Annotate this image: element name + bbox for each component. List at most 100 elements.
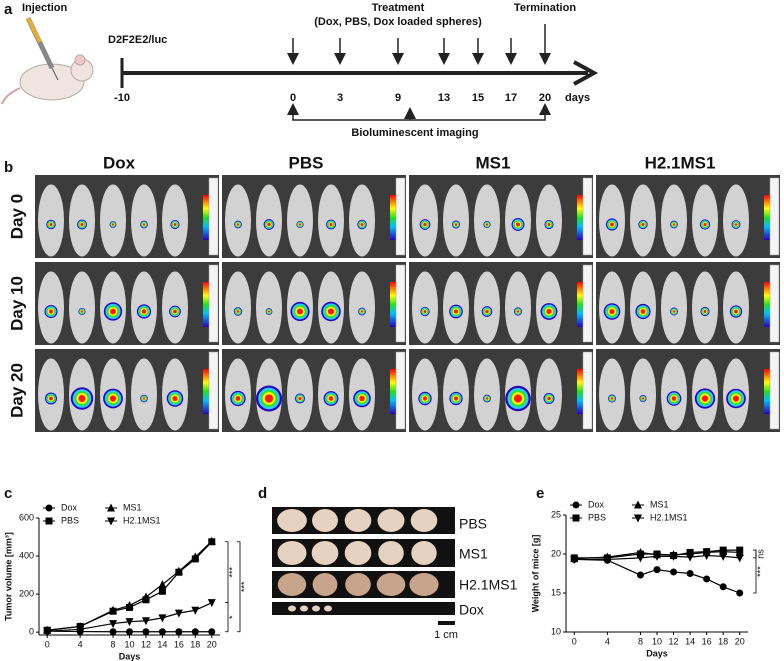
timeline-day: 17 bbox=[505, 92, 517, 104]
image-bg bbox=[222, 175, 406, 258]
days-label: days bbox=[565, 92, 590, 104]
colorbar bbox=[203, 282, 209, 327]
mouse bbox=[287, 184, 313, 257]
marker bbox=[572, 501, 580, 509]
tumor bbox=[277, 541, 307, 565]
image-bg bbox=[409, 349, 593, 432]
significance-label: *** bbox=[755, 566, 765, 577]
signal bbox=[610, 397, 614, 400]
x-tick-label: 14 bbox=[685, 636, 695, 646]
marker bbox=[636, 547, 645, 556]
marker bbox=[669, 552, 678, 561]
x-tick-label: 10 bbox=[652, 636, 662, 646]
marker bbox=[208, 628, 216, 636]
significance-label: ns bbox=[755, 549, 765, 559]
signal bbox=[110, 308, 116, 315]
y-tick-label: 10 bbox=[551, 626, 561, 636]
x-tick-label: 12 bbox=[141, 639, 151, 649]
group-header: Dox bbox=[103, 153, 136, 172]
marker bbox=[191, 606, 200, 615]
x-tick-label: 16 bbox=[174, 639, 184, 649]
signal bbox=[734, 309, 738, 314]
marker bbox=[670, 568, 678, 576]
image-bg bbox=[409, 175, 593, 258]
colorbar-box bbox=[769, 264, 780, 343]
tumor bbox=[300, 605, 308, 612]
colorbar-box bbox=[208, 177, 219, 256]
imaging-cell bbox=[409, 175, 593, 258]
photo-row-label: H2.1MS1 bbox=[459, 577, 518, 593]
legend-label: PBS bbox=[61, 515, 79, 525]
signal bbox=[423, 222, 427, 227]
marker bbox=[634, 500, 642, 509]
signal bbox=[485, 397, 489, 400]
signal bbox=[329, 222, 333, 227]
marker bbox=[174, 566, 183, 575]
legend-label: PBS bbox=[588, 512, 606, 522]
model-label: D2F2E2/luc bbox=[108, 34, 167, 46]
tumor bbox=[409, 573, 439, 596]
x-axis-label: Days bbox=[119, 651, 141, 661]
mouse bbox=[256, 271, 282, 344]
colorbar-box bbox=[208, 264, 219, 343]
tumor bbox=[312, 509, 338, 532]
timeline-arrowhead bbox=[573, 60, 599, 86]
marker bbox=[653, 566, 661, 574]
significance-label: *** bbox=[227, 566, 237, 577]
tumor bbox=[376, 573, 406, 596]
legend-label: Dox bbox=[61, 502, 78, 512]
imaging-label: Bioluminescent imaging bbox=[351, 127, 478, 139]
signal bbox=[49, 396, 53, 401]
marker bbox=[45, 517, 53, 525]
marker bbox=[191, 628, 199, 636]
mouse bbox=[661, 271, 687, 344]
image-bg bbox=[596, 349, 780, 432]
x-tick-label: 10 bbox=[124, 639, 134, 649]
signal bbox=[515, 222, 521, 227]
marker bbox=[158, 580, 167, 589]
series-line bbox=[574, 558, 740, 594]
y-tick-label: 15 bbox=[551, 587, 561, 597]
group-header: PBS bbox=[289, 153, 324, 172]
signal bbox=[141, 309, 147, 314]
imaging-cell bbox=[596, 349, 780, 432]
colorbar-box bbox=[208, 351, 219, 430]
signal bbox=[610, 222, 614, 227]
colorbar bbox=[390, 369, 396, 414]
signal bbox=[48, 309, 54, 314]
imaging-bracket bbox=[292, 112, 546, 121]
signal bbox=[172, 395, 178, 402]
marker bbox=[174, 609, 183, 618]
tumor bbox=[410, 509, 438, 532]
marker bbox=[634, 514, 642, 523]
signal bbox=[80, 222, 84, 227]
signal bbox=[672, 223, 676, 226]
marker bbox=[158, 628, 166, 636]
injection-label: Injection bbox=[22, 2, 68, 14]
timeline-day: 13 bbox=[438, 92, 450, 104]
image-bg bbox=[409, 262, 593, 345]
legend-label: MS1 bbox=[123, 502, 142, 512]
signal bbox=[296, 308, 304, 315]
timeline-day: 20 bbox=[539, 92, 551, 104]
x-tick-label: 4 bbox=[78, 639, 83, 649]
tumor bbox=[345, 573, 371, 596]
image-bg bbox=[222, 262, 406, 345]
marker bbox=[191, 552, 200, 561]
imaging-cell bbox=[222, 262, 406, 345]
marker bbox=[109, 628, 117, 636]
signal bbox=[360, 310, 364, 313]
imaging-cell bbox=[596, 175, 780, 258]
signal bbox=[78, 394, 86, 403]
signal bbox=[672, 310, 676, 313]
colorbar-box bbox=[395, 264, 406, 343]
colorbar bbox=[764, 282, 770, 327]
y-tick-label: 25 bbox=[551, 509, 561, 519]
signal bbox=[516, 310, 520, 313]
colorbar-box bbox=[582, 264, 593, 343]
significance-bracket bbox=[225, 602, 229, 633]
marker bbox=[719, 552, 728, 561]
x-tick-label: 0 bbox=[572, 636, 577, 646]
signal bbox=[453, 309, 459, 314]
timeline-day: 3 bbox=[337, 92, 343, 104]
